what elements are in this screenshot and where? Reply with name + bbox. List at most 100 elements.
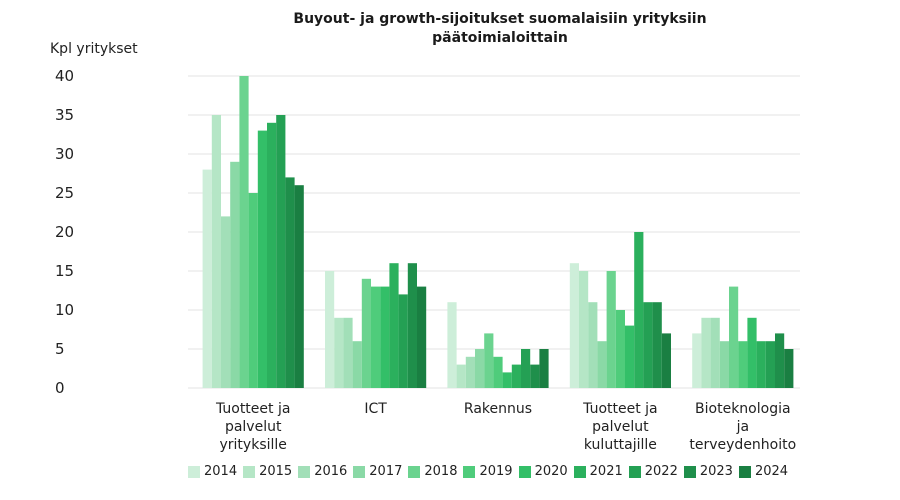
bar-2016-cat-2 bbox=[343, 317, 353, 388]
bar-2014-cat-3 bbox=[447, 302, 457, 388]
legend-item-2021: 2021 bbox=[573, 464, 623, 479]
bar-2015-cat-1 bbox=[211, 115, 221, 388]
bar-2020-cat-1 bbox=[257, 130, 267, 388]
bar-2020-cat-4 bbox=[625, 325, 635, 388]
bar-2023-cat-1 bbox=[285, 177, 295, 388]
bar-2017-cat-2 bbox=[352, 341, 362, 388]
bar-2021-cat-1 bbox=[267, 122, 277, 389]
bar-2016-cat-3 bbox=[465, 356, 475, 388]
y-tick-label: 10 bbox=[55, 301, 74, 319]
x-category-label: Rakennus bbox=[464, 401, 532, 417]
legend-label: 2016 bbox=[314, 464, 348, 479]
legend-label: 2020 bbox=[534, 464, 568, 479]
y-tick-label: 20 bbox=[55, 223, 74, 241]
legend-swatch bbox=[353, 465, 366, 478]
x-category-label: kuluttajille bbox=[584, 437, 657, 453]
bar-2024-cat-1 bbox=[294, 185, 304, 388]
bar-2017-cat-4 bbox=[597, 341, 607, 388]
bar-2020-cat-2 bbox=[380, 286, 390, 388]
legend-label: 2022 bbox=[644, 464, 678, 479]
legend-swatch bbox=[573, 465, 586, 478]
x-category-label: Bioteknologia bbox=[695, 401, 791, 417]
x-category-label: Tuotteet ja bbox=[582, 401, 657, 417]
bar-2018-cat-1 bbox=[239, 76, 249, 388]
x-category-label: Tuotteet ja bbox=[215, 401, 290, 417]
bar-2015-cat-3 bbox=[456, 364, 466, 388]
bar-2024-cat-5 bbox=[784, 349, 794, 388]
legend-label: 2023 bbox=[699, 464, 733, 479]
bar-2019-cat-2 bbox=[371, 286, 381, 388]
bar-2018-cat-4 bbox=[606, 271, 616, 388]
y-tick-label: 5 bbox=[55, 340, 65, 358]
bar-2018-cat-5 bbox=[729, 286, 739, 388]
legend-item-2017: 2017 bbox=[353, 464, 402, 479]
bar-2021-cat-5 bbox=[756, 341, 766, 388]
y-tick-label: 40 bbox=[55, 67, 74, 85]
legend-swatch bbox=[518, 465, 531, 478]
legend-swatch bbox=[463, 465, 476, 478]
bar-2019-cat-3 bbox=[493, 356, 503, 388]
bar-2014-cat-5 bbox=[692, 333, 702, 388]
bar-2019-cat-5 bbox=[738, 341, 748, 388]
bar-2020-cat-5 bbox=[747, 317, 757, 388]
legend-swatch bbox=[298, 465, 311, 478]
legend-label: 2024 bbox=[754, 464, 789, 479]
bar-2022-cat-1 bbox=[276, 115, 286, 388]
bar-2021-cat-2 bbox=[389, 263, 399, 388]
legend-label: 2018 bbox=[424, 464, 458, 479]
bar-2018-cat-3 bbox=[484, 333, 494, 388]
bar-2014-cat-2 bbox=[325, 271, 335, 388]
x-category-label: ICT bbox=[364, 401, 387, 417]
y-tick-label: 0 bbox=[55, 379, 65, 397]
chart-title-line-2: päätoimialoittain bbox=[432, 30, 568, 46]
bar-2020-cat-3 bbox=[502, 372, 512, 388]
bar-2016-cat-5 bbox=[710, 317, 720, 388]
x-category-label: yrityksille bbox=[220, 437, 287, 453]
bar-2019-cat-4 bbox=[615, 310, 625, 388]
bar-2016-cat-4 bbox=[588, 302, 598, 388]
legend-item-2022: 2022 bbox=[628, 464, 678, 479]
legend-swatch bbox=[628, 465, 641, 478]
bar-2016-cat-1 bbox=[221, 216, 231, 388]
legend-item-2024: 2024 bbox=[738, 464, 789, 479]
bar-2022-cat-3 bbox=[521, 349, 531, 388]
legend-label: 2019 bbox=[479, 464, 513, 479]
bar-2022-cat-2 bbox=[398, 294, 408, 388]
bar-2015-cat-2 bbox=[334, 317, 344, 388]
x-category-label: palvelut bbox=[225, 419, 282, 435]
y-tick-label: 25 bbox=[55, 184, 74, 202]
bar-2014-cat-1 bbox=[202, 169, 212, 388]
legend-item-2015: 2015 bbox=[243, 464, 292, 479]
y-tick-label: 35 bbox=[55, 106, 74, 124]
y-tick-label: 15 bbox=[55, 262, 74, 280]
legend-swatch bbox=[243, 465, 256, 478]
bar-2022-cat-5 bbox=[765, 341, 775, 388]
legend-label: 2021 bbox=[589, 464, 623, 479]
bar-2024-cat-3 bbox=[539, 349, 549, 388]
legend-item-2016: 2016 bbox=[298, 464, 347, 479]
bar-2015-cat-5 bbox=[701, 317, 711, 388]
bar-2023-cat-3 bbox=[530, 364, 540, 388]
bar-2014-cat-4 bbox=[569, 263, 579, 388]
legend-swatch bbox=[408, 465, 421, 478]
bar-2024-cat-2 bbox=[417, 286, 427, 388]
legend-item-2019: 2019 bbox=[463, 464, 513, 479]
y-axis-label: Kpl yritykset bbox=[50, 41, 138, 57]
legend-swatch bbox=[738, 465, 751, 478]
bar-2023-cat-2 bbox=[407, 263, 417, 388]
y-tick-label: 30 bbox=[55, 145, 74, 163]
bar-2019-cat-1 bbox=[248, 193, 258, 388]
legend-item-2018: 2018 bbox=[408, 464, 457, 479]
legend-swatch bbox=[683, 465, 696, 478]
legend-label: 2017 bbox=[369, 464, 403, 479]
x-category-label: terveydenhoito bbox=[689, 437, 796, 453]
bar-2017-cat-3 bbox=[475, 349, 485, 388]
legend-swatch bbox=[188, 465, 200, 478]
bar-2018-cat-2 bbox=[361, 278, 371, 388]
bar-2017-cat-5 bbox=[719, 341, 729, 388]
bar-2022-cat-4 bbox=[643, 302, 653, 388]
bar-2023-cat-4 bbox=[652, 302, 662, 388]
legend-item-2020: 2020 bbox=[518, 464, 568, 479]
bar-2024-cat-4 bbox=[661, 333, 671, 388]
